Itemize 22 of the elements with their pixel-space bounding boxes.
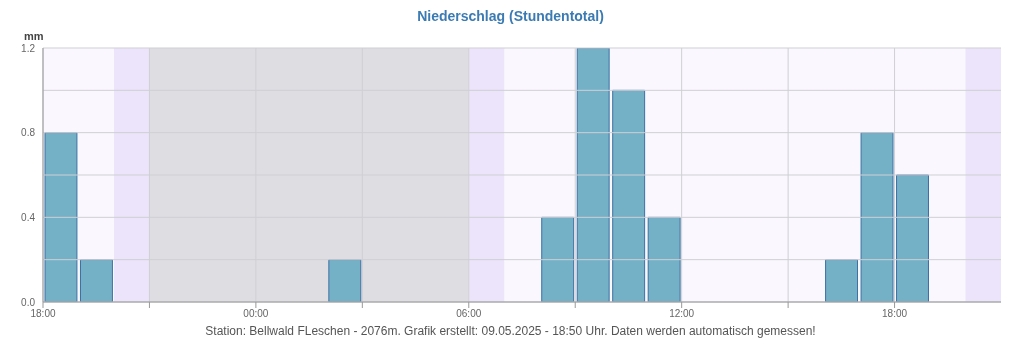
text: Station: Bellwald FLeschen - 2076m. Grafik erstellt: 09.05.2025 - 18:50 Uhr. Daten werden automatisch gemessen! [204, 324, 817, 338]
bar [79, 259, 113, 302]
x-tick-label: 18:00 [30, 308, 56, 320]
y-tick-label: 0.0 [21, 296, 36, 308]
y-tick-label: 1.2 [21, 42, 36, 54]
y-tick-label: 0.8 [21, 127, 36, 139]
x-tick-label: 12:00 [669, 308, 695, 320]
bar [328, 259, 362, 302]
bar [860, 132, 894, 302]
x-tick-label: 18:00 [882, 308, 908, 320]
bar [612, 89, 646, 302]
bar [541, 216, 575, 302]
y-axis-title: mm [24, 30, 44, 42]
chart-title: Niederschlag (Stundentotal) [416, 8, 605, 26]
y-tick-label: 0.4 [21, 211, 36, 223]
x-tick-label: 00:00 [243, 308, 269, 320]
bar [825, 259, 859, 302]
bar [896, 174, 929, 302]
bar [647, 216, 681, 302]
bar [44, 132, 78, 302]
x-tick-label: 06:00 [456, 308, 482, 320]
bar [576, 48, 610, 302]
